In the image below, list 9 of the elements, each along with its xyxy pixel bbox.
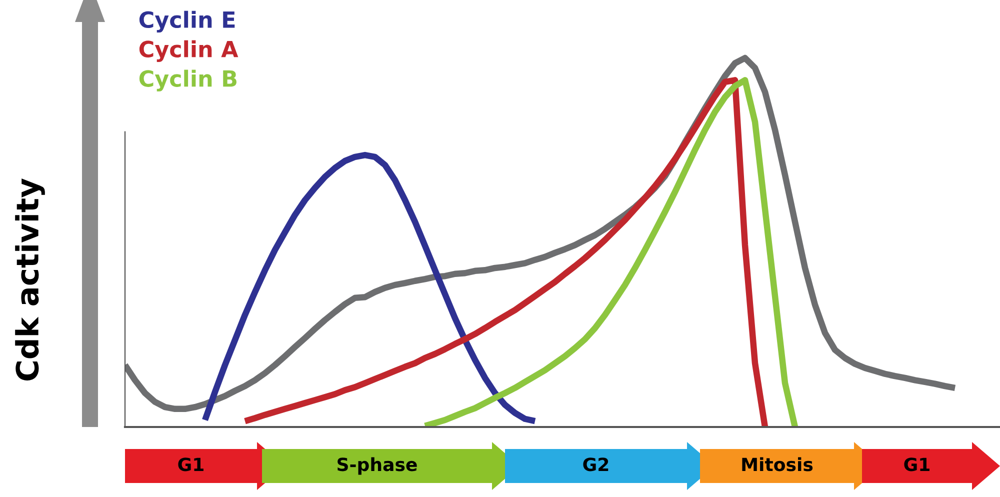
- text: Cyclin A: [139, 40, 238, 62]
- text: G1: [904, 458, 930, 472]
- text: Cyclin E: [139, 10, 235, 33]
- text: G1: [178, 458, 204, 472]
- text: G2: [583, 458, 608, 472]
- text: Cyclin B: [139, 70, 236, 92]
- text: Mitosis: [742, 457, 813, 472]
- text: S-phase: [338, 457, 417, 475]
- y-axis-title: Cdk activity: [15, 178, 45, 380]
